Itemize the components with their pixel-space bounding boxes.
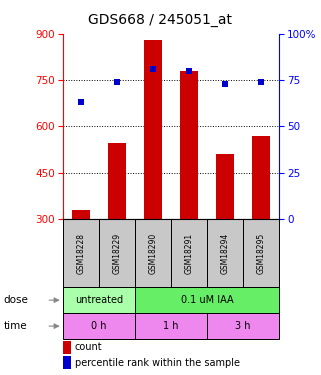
Bar — [243, 219, 279, 287]
Bar — [63, 313, 135, 339]
Text: 3 h: 3 h — [235, 321, 251, 331]
Text: untreated: untreated — [75, 295, 123, 305]
Bar — [135, 313, 207, 339]
Bar — [252, 136, 270, 219]
Text: 1 h: 1 h — [163, 321, 179, 331]
Text: count: count — [74, 342, 102, 352]
Point — [150, 66, 155, 72]
Text: GSM18294: GSM18294 — [221, 232, 230, 274]
Bar — [216, 154, 234, 219]
Text: GSM18228: GSM18228 — [76, 232, 85, 274]
Point — [78, 99, 83, 105]
Text: percentile rank within the sample: percentile rank within the sample — [74, 358, 239, 368]
Bar — [108, 144, 126, 219]
Bar — [72, 210, 90, 219]
Point — [222, 81, 228, 87]
Bar — [135, 219, 171, 287]
Bar — [144, 40, 162, 219]
Bar — [180, 71, 198, 219]
Bar — [63, 287, 135, 313]
Point — [114, 79, 119, 85]
Point — [187, 68, 192, 74]
Bar — [99, 219, 135, 287]
Text: GSM18295: GSM18295 — [257, 232, 266, 274]
Text: 0 h: 0 h — [91, 321, 107, 331]
Bar — [135, 287, 279, 313]
Text: 0.1 uM IAA: 0.1 uM IAA — [181, 295, 233, 305]
Point — [259, 79, 264, 85]
Bar — [207, 313, 279, 339]
Text: GSM18290: GSM18290 — [148, 232, 157, 274]
Bar — [207, 219, 243, 287]
Bar — [63, 357, 71, 369]
Text: dose: dose — [3, 295, 28, 305]
Text: GSM18291: GSM18291 — [185, 232, 194, 274]
Text: GDS668 / 245051_at: GDS668 / 245051_at — [89, 13, 232, 27]
Bar — [63, 219, 99, 287]
Text: time: time — [3, 321, 27, 331]
Text: GSM18229: GSM18229 — [112, 232, 121, 274]
Bar — [171, 219, 207, 287]
Bar — [63, 341, 71, 354]
